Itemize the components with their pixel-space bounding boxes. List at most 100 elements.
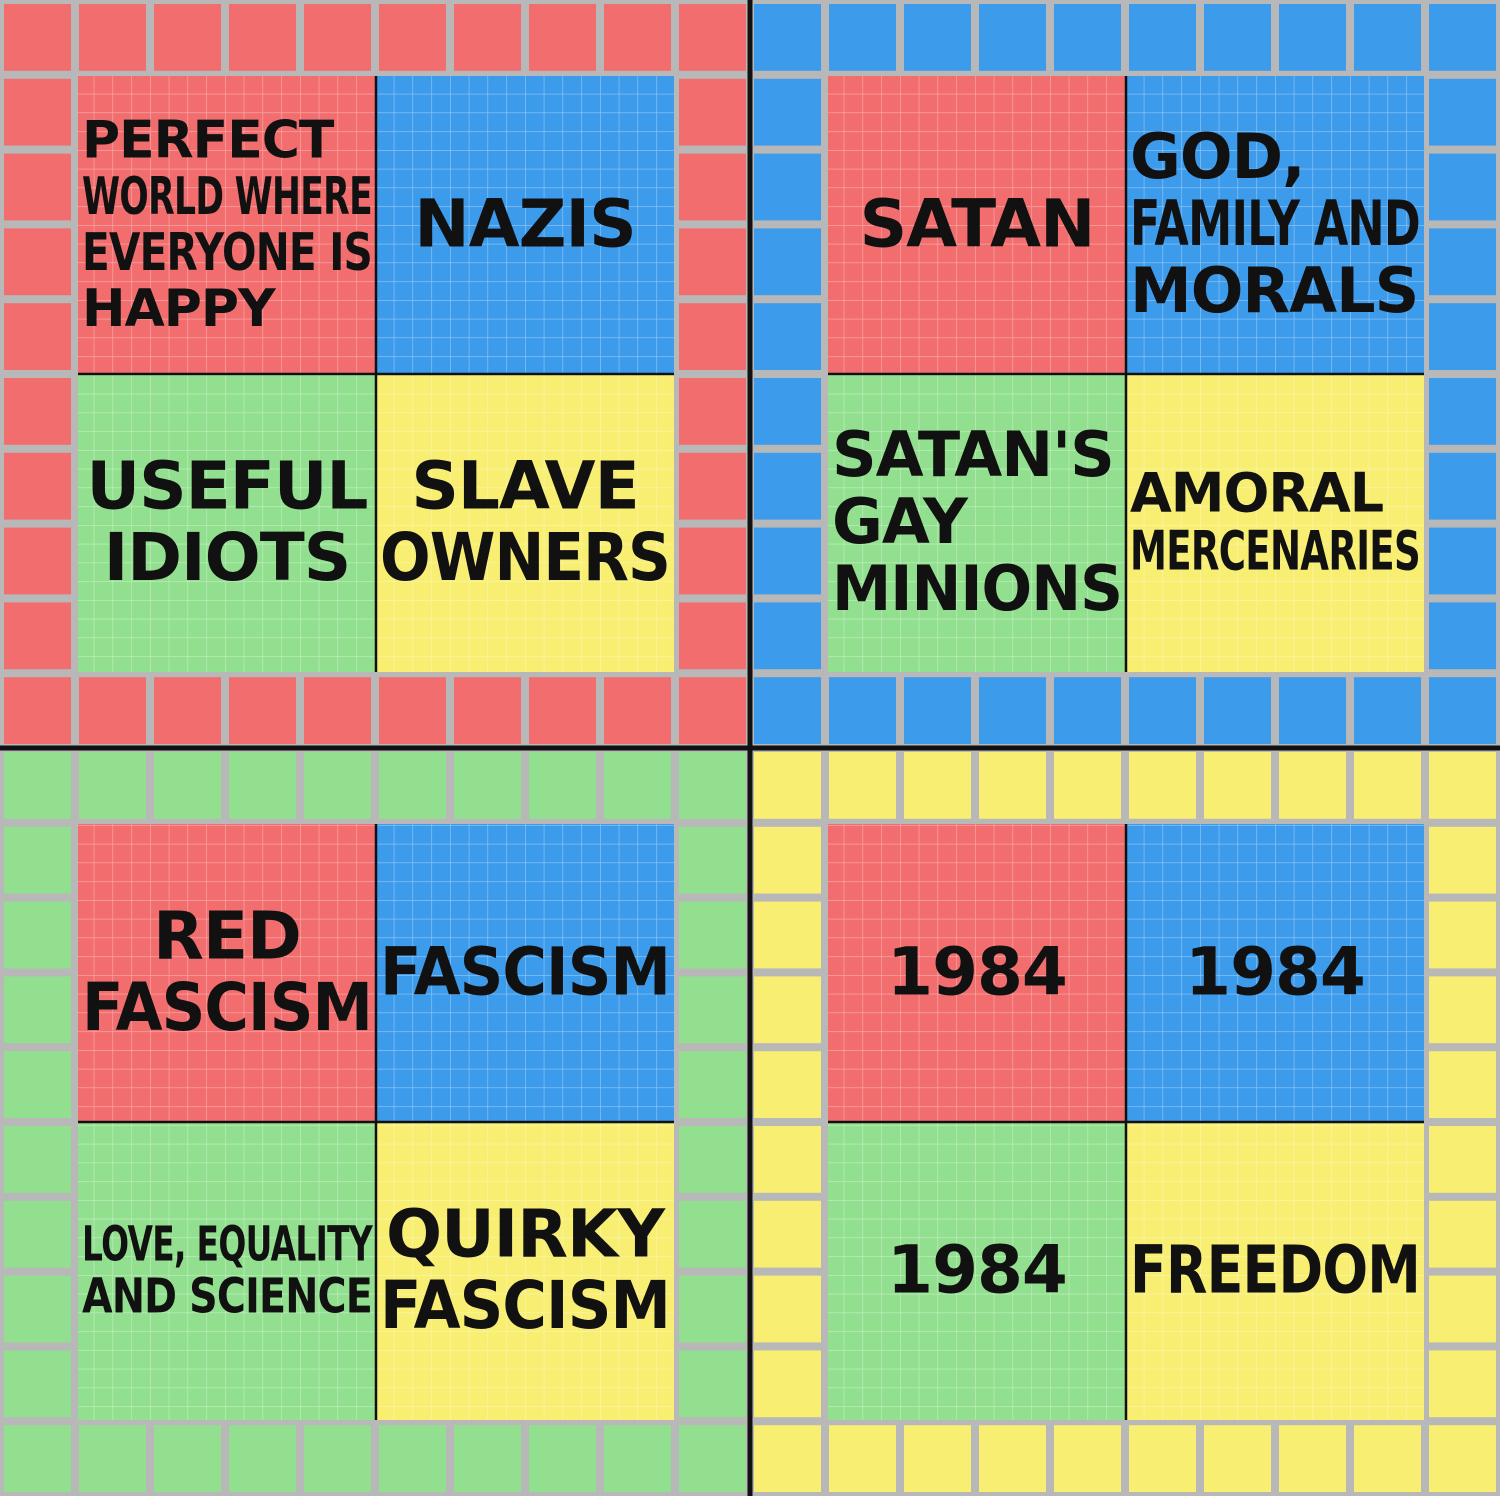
top-right-cell-grid <box>1126 76 1424 374</box>
bottom-left-tile <box>229 1425 296 1492</box>
top-right-tile <box>754 78 821 146</box>
bottom-left-tile <box>379 1425 446 1492</box>
top-right-tile <box>754 303 821 370</box>
bottom-left-tile <box>4 976 71 1044</box>
bottom-left-tile <box>529 752 596 819</box>
bottom-right-tile <box>1204 752 1271 819</box>
top-right-tile <box>1429 228 1496 296</box>
bottom-right-cell-4-label-line: FREEDOM <box>1130 1231 1420 1308</box>
top-left-tile <box>4 78 71 146</box>
bottom-left-tile <box>679 1051 746 1118</box>
bottom-left-tile <box>4 1425 71 1492</box>
top-right-tile <box>1429 677 1496 744</box>
top-right-tile <box>1429 602 1496 670</box>
top-left-cell-1-label-line: EVERYONE IS <box>82 223 372 283</box>
bottom-left-tile <box>379 752 446 819</box>
bottom-right-tile <box>1354 1425 1421 1492</box>
bottom-right-cell-grid <box>1126 824 1424 1122</box>
top-right-tile <box>1279 4 1346 71</box>
top-left-tile <box>679 602 746 670</box>
top-left-tile <box>4 452 71 520</box>
top-left-cell-1-label-line: WORLD WHERE <box>82 167 372 227</box>
top-left-tile <box>4 677 71 744</box>
top-left-cell-4-label-line: OWNERS <box>380 519 670 596</box>
top-left-tile <box>154 4 221 71</box>
top-left-tile <box>229 4 296 71</box>
bottom-left-tile <box>454 752 521 819</box>
bottom-left-tile <box>679 976 746 1044</box>
bottom-right-tile <box>754 1200 821 1268</box>
top-right-cell-4-label-line: AMORAL <box>1130 461 1383 524</box>
top-left-cell-1-label-line: PERFECT <box>82 111 335 171</box>
bottom-left-cell-4-label-line: QUIRKY <box>386 1196 666 1273</box>
top-left-tile <box>4 527 71 595</box>
top-right-tile <box>1129 4 1196 71</box>
top-right-tile <box>1204 677 1271 744</box>
top-left-tile <box>679 452 746 520</box>
top-right-tile <box>754 527 821 595</box>
top-left-tile <box>4 303 71 370</box>
top-right-cell-2-label-line: GOD, <box>1130 120 1305 193</box>
bottom-right-tile <box>1429 1275 1496 1343</box>
bottom-right-tile <box>754 1275 821 1343</box>
bottom-left-tile <box>154 752 221 819</box>
top-right-tile <box>1054 677 1121 744</box>
top-right-tile <box>1429 4 1496 71</box>
bottom-left-tile <box>454 1425 521 1492</box>
bottom-left-cell-1-label-line: FASCISM <box>82 969 372 1046</box>
top-left-tile <box>379 677 446 744</box>
top-left-tile <box>529 4 596 71</box>
bottom-right-tile <box>1429 901 1496 969</box>
top-left-tile <box>4 4 71 71</box>
bottom-left-tile <box>4 1350 71 1418</box>
bottom-right-tile <box>1204 1425 1271 1492</box>
top-right-cell-2-label-line: FAMILY AND <box>1130 187 1420 260</box>
bottom-right-cell-1-label-line: 1984 <box>887 933 1067 1010</box>
top-right-cell-1-label-line: SATAN <box>860 185 1095 262</box>
bottom-right-tile <box>1429 976 1496 1044</box>
bottom-left-tile <box>79 1425 146 1492</box>
bottom-right-tile <box>1429 1350 1496 1418</box>
bottom-right-tile <box>754 976 821 1044</box>
bottom-right-tile <box>754 1425 821 1492</box>
top-left-tile <box>379 4 446 71</box>
top-right-tile <box>1354 677 1421 744</box>
top-left-tile <box>604 677 671 744</box>
bottom-left-cell-grid <box>376 1122 674 1420</box>
bottom-left-tile <box>79 752 146 819</box>
bottom-left-cell-3-label-line: AND SCIENCE <box>82 1268 372 1324</box>
bottom-right-tile <box>1429 826 1496 894</box>
bottom-left-tile <box>4 826 71 894</box>
bottom-right-tile <box>754 901 821 969</box>
top-right-cell-2-label-line: MORALS <box>1130 254 1418 327</box>
bottom-right-cell-3-label-line: 1984 <box>887 1231 1067 1308</box>
bottom-left-tile <box>304 752 371 819</box>
top-right-tile <box>1429 303 1496 370</box>
bottom-left-tile <box>679 1275 746 1343</box>
bottom-left-cell-grid <box>78 1122 376 1420</box>
top-left-cell-4-label-line: SLAVE <box>411 448 638 525</box>
bottom-left-tile <box>604 1425 671 1492</box>
bottom-right-tile <box>1054 1425 1121 1492</box>
top-right-tile <box>754 153 821 221</box>
top-left-tile <box>679 228 746 296</box>
top-right-cell-3-label-line: SATAN'S <box>832 418 1114 491</box>
top-right-tile <box>1204 4 1271 71</box>
bottom-right-tile <box>829 1425 896 1492</box>
bottom-right-tile <box>1429 1425 1496 1492</box>
bottom-right-tile <box>1429 1200 1496 1268</box>
top-right-tile <box>829 4 896 71</box>
inner-cells <box>78 76 1424 1420</box>
top-right-cell-grid <box>828 374 1126 672</box>
top-right-tile <box>979 677 1046 744</box>
bottom-right-tile <box>754 1350 821 1418</box>
top-right-tile <box>754 378 821 445</box>
bottom-right-cell-grid <box>1126 1122 1424 1420</box>
bottom-left-tile <box>4 1200 71 1268</box>
top-right-cell-4-label-line: MERCENARIES <box>1130 520 1420 583</box>
bottom-right-tile <box>1429 1051 1496 1118</box>
bottom-right-tile <box>754 1126 821 1193</box>
bottom-left-tile <box>4 1126 71 1193</box>
